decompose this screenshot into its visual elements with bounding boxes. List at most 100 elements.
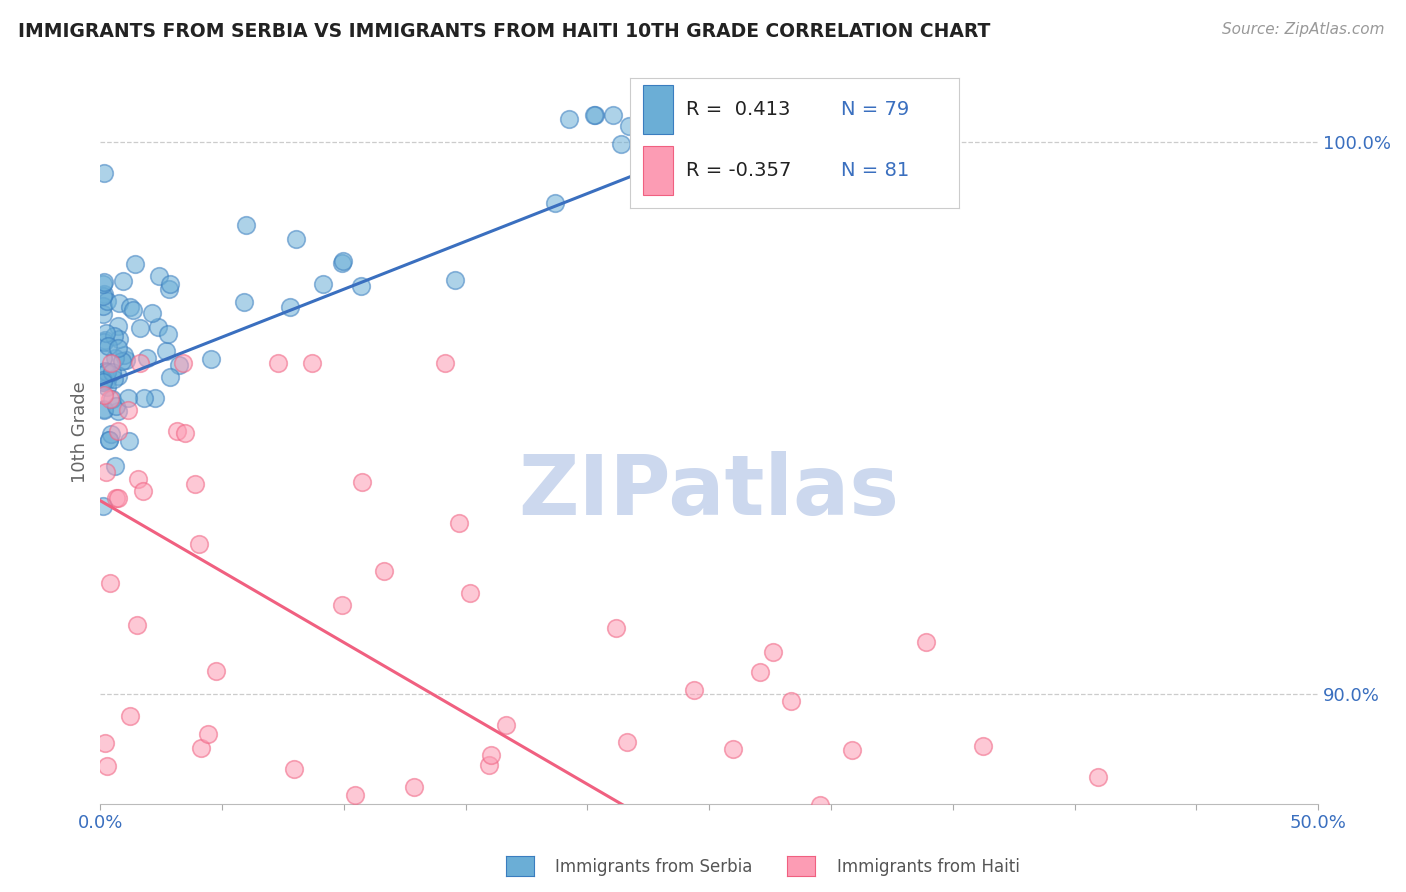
Point	[96, 380, 118, 394]
Point	[121, 303, 143, 318]
Point	[148, 320, 170, 334]
Point	[103, 371, 125, 385]
Point	[172, 356, 194, 370]
Point	[841, 743, 863, 757]
Point	[159, 277, 181, 292]
Point	[1087, 770, 1109, 784]
Point	[111, 845, 134, 859]
Point	[166, 424, 188, 438]
Point	[93, 364, 115, 378]
Point	[616, 735, 638, 749]
Point	[266, 829, 288, 843]
Point	[173, 426, 195, 441]
Point	[104, 400, 127, 414]
Point	[544, 195, 567, 210]
Point	[619, 120, 641, 134]
Point	[128, 321, 150, 335]
Point	[449, 516, 471, 531]
Point	[762, 645, 785, 659]
Point	[93, 334, 115, 349]
Point	[197, 727, 219, 741]
Point	[155, 344, 177, 359]
Text: Source: ZipAtlas.com: Source: ZipAtlas.com	[1222, 22, 1385, 37]
Point	[312, 277, 335, 292]
Point	[749, 665, 772, 679]
Point	[94, 465, 117, 479]
Point	[93, 401, 115, 416]
Point	[107, 369, 129, 384]
Point	[136, 351, 159, 365]
Point	[152, 821, 174, 835]
Point	[93, 402, 115, 417]
Point	[478, 758, 501, 772]
Point	[283, 762, 305, 776]
Point	[157, 282, 180, 296]
Point	[610, 137, 633, 152]
Point	[107, 424, 129, 438]
Point	[344, 789, 367, 803]
Point	[479, 748, 502, 763]
Point	[330, 255, 353, 269]
Point	[167, 358, 190, 372]
Point	[104, 491, 127, 505]
Point	[683, 683, 706, 698]
Point	[96, 365, 118, 379]
Point	[98, 576, 121, 591]
Point	[159, 369, 181, 384]
Point	[721, 742, 744, 756]
Point	[184, 477, 207, 491]
Point	[107, 403, 129, 417]
Point	[107, 332, 129, 346]
Point	[111, 274, 134, 288]
Point	[605, 621, 627, 635]
Point	[115, 353, 138, 368]
Point	[157, 326, 180, 341]
Point	[91, 299, 114, 313]
Point	[127, 618, 149, 632]
Point	[540, 826, 562, 840]
Point	[91, 375, 114, 389]
Point	[205, 665, 228, 679]
Point	[332, 254, 354, 268]
Point	[91, 277, 114, 291]
Point	[914, 635, 936, 649]
Point	[117, 403, 139, 417]
Point	[101, 392, 124, 407]
Point	[235, 218, 257, 232]
Point	[503, 821, 526, 835]
Point	[100, 392, 122, 407]
Point	[107, 318, 129, 333]
Point	[98, 433, 121, 447]
Point	[112, 348, 135, 362]
Point	[557, 112, 579, 126]
Point	[284, 232, 307, 246]
Point	[583, 108, 606, 122]
Point	[141, 306, 163, 320]
Point	[187, 537, 209, 551]
Point	[103, 329, 125, 343]
Point	[124, 257, 146, 271]
Point	[301, 356, 323, 370]
Point	[107, 491, 129, 505]
Point	[808, 797, 831, 812]
Point	[97, 339, 120, 353]
Point	[91, 351, 114, 366]
Point	[96, 759, 118, 773]
Text: Immigrants from Haiti: Immigrants from Haiti	[837, 858, 1019, 876]
Point	[200, 351, 222, 366]
Text: Immigrants from Serbia: Immigrants from Serbia	[555, 858, 752, 876]
Point	[91, 289, 114, 303]
Point	[100, 356, 122, 370]
Point	[134, 391, 156, 405]
Text: IMMIGRANTS FROM SERBIA VS IMMIGRANTS FROM HAITI 10TH GRADE CORRELATION CHART: IMMIGRANTS FROM SERBIA VS IMMIGRANTS FRO…	[18, 22, 991, 41]
Point	[865, 842, 887, 856]
Point	[143, 391, 166, 405]
Point	[91, 373, 114, 387]
Point	[373, 564, 395, 578]
Point	[96, 326, 118, 341]
Point	[148, 269, 170, 284]
Point	[233, 295, 256, 310]
Point	[120, 301, 142, 315]
Point	[602, 108, 624, 122]
Point	[100, 427, 122, 442]
